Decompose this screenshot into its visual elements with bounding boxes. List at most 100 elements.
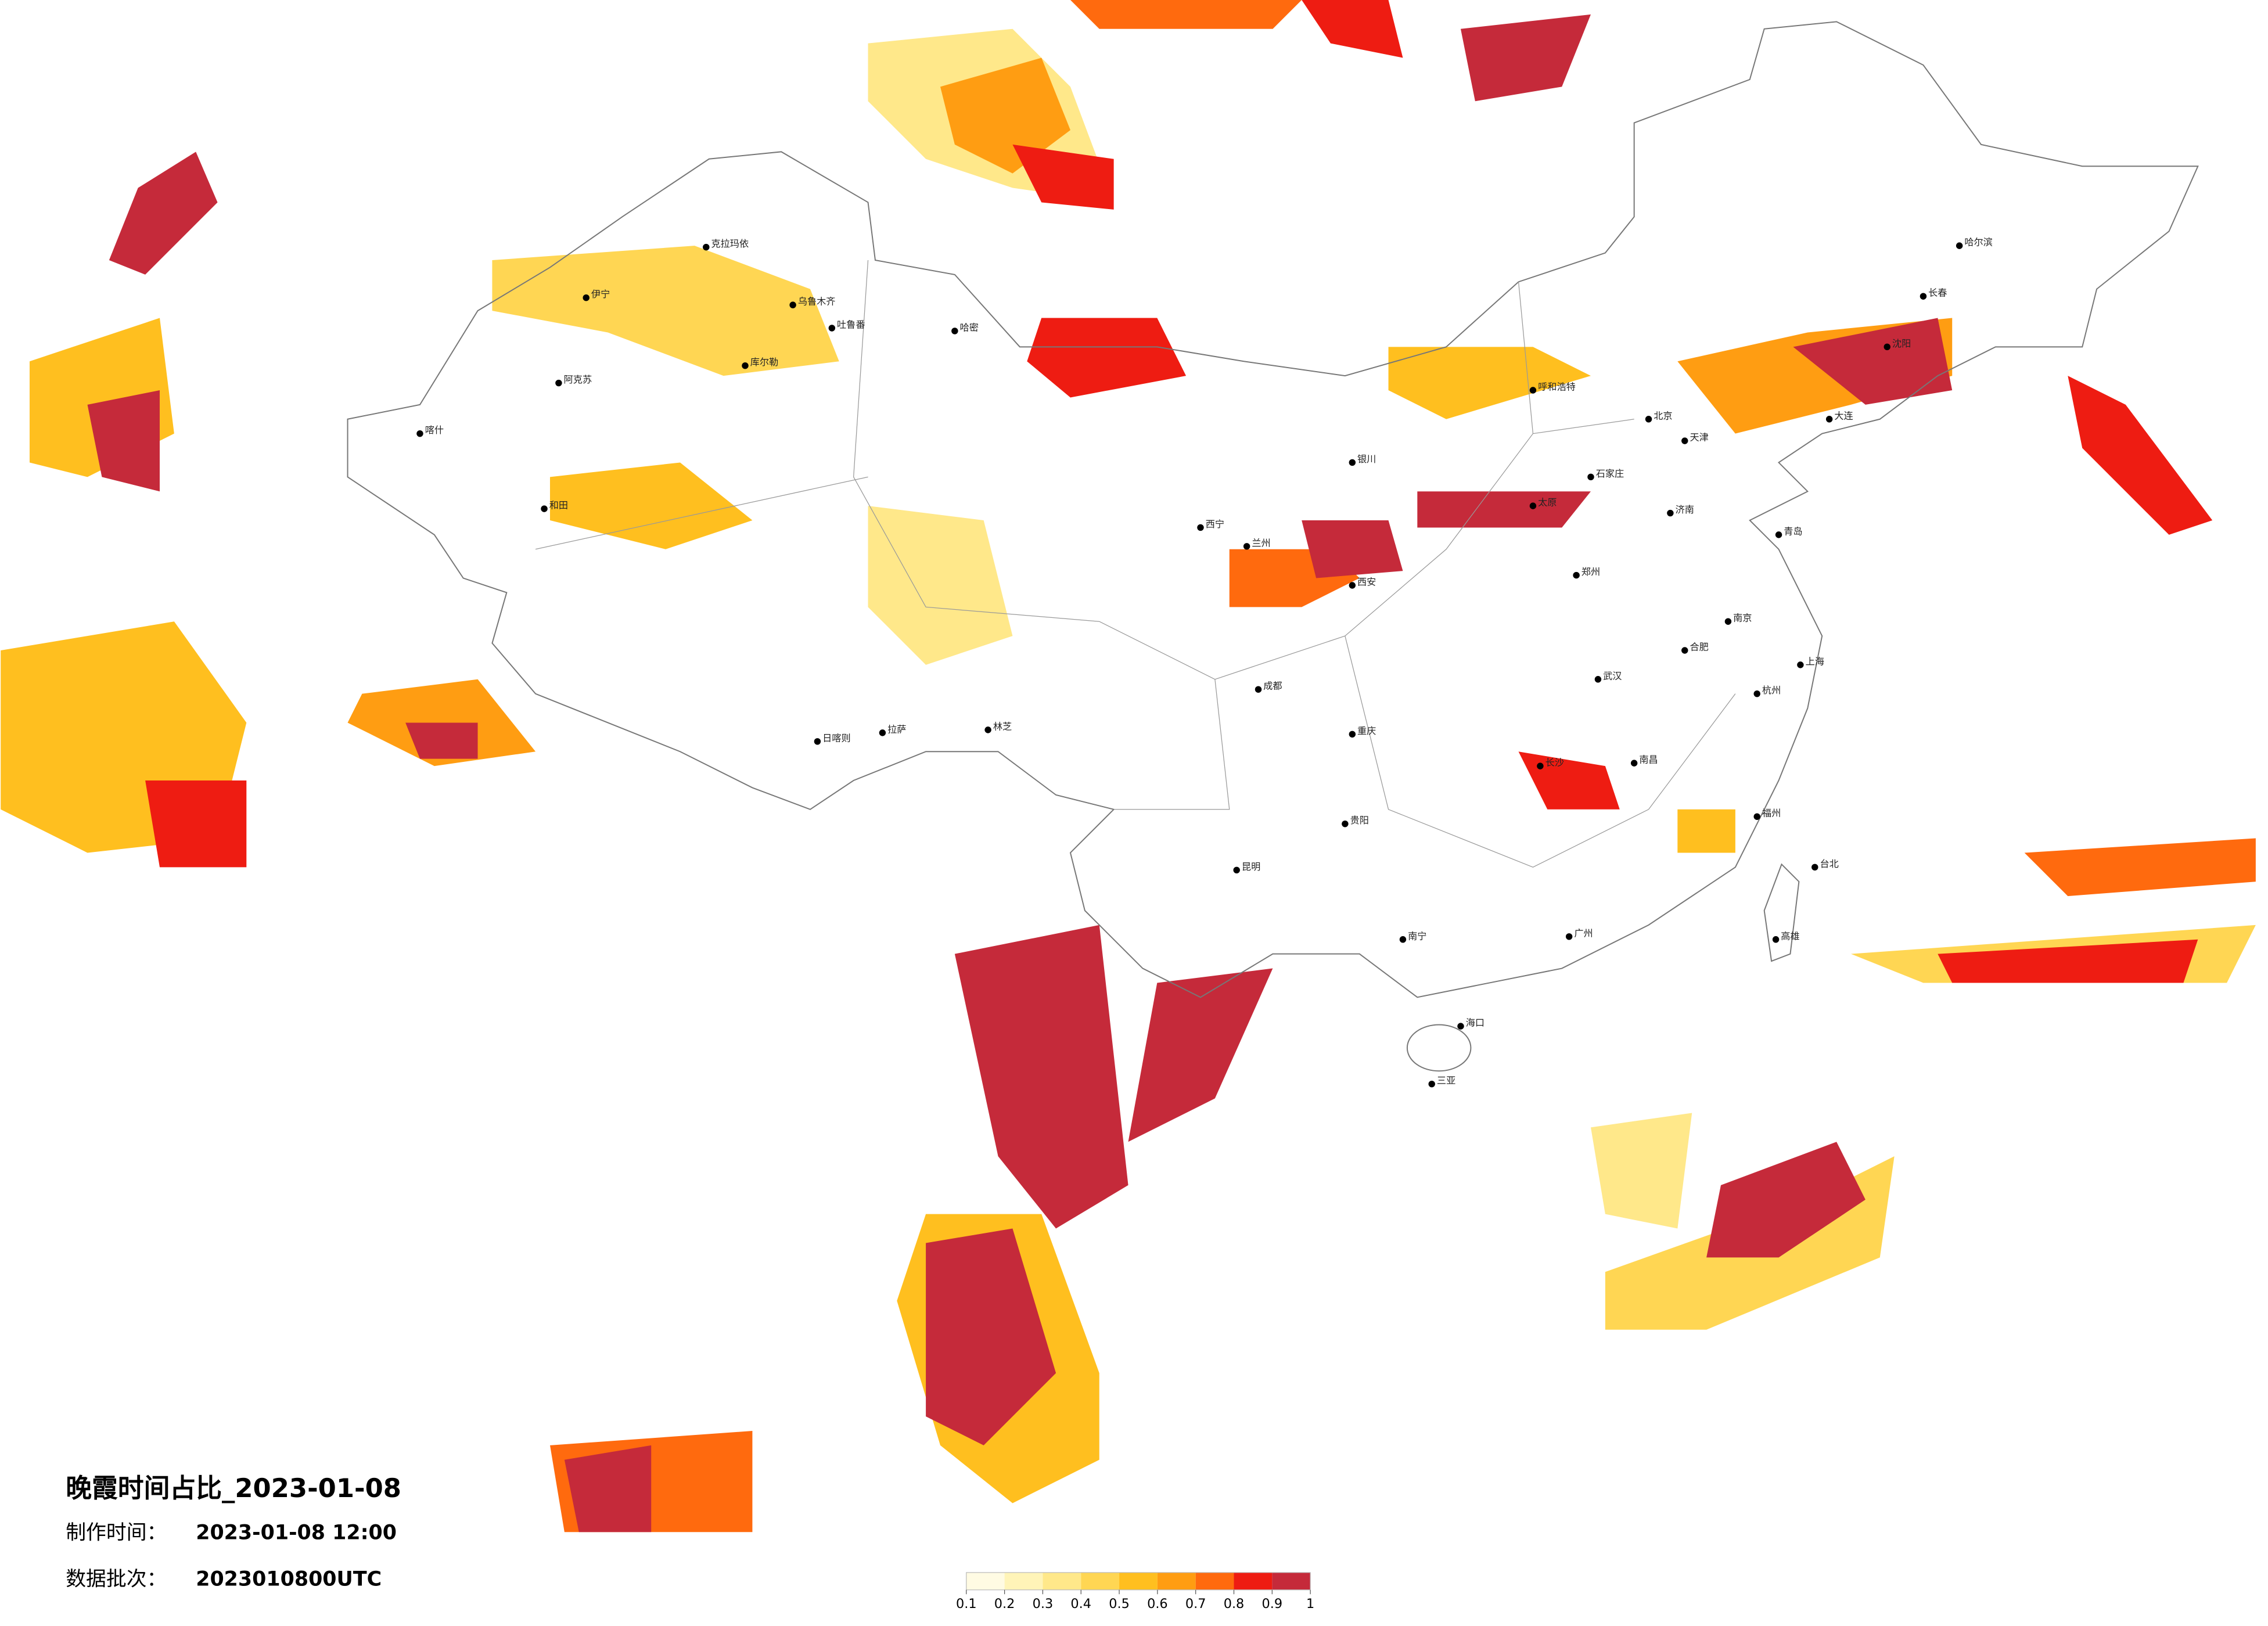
made-label: 制作时间：	[66, 1521, 167, 1545]
city-dot	[1645, 416, 1652, 423]
city-dot	[416, 430, 423, 437]
colorbar-tick-label: 0.6	[1147, 1596, 1168, 1611]
city-dot	[742, 362, 749, 369]
city-label: 库尔勒	[750, 357, 778, 368]
colorbar-swatch	[1004, 1572, 1043, 1590]
city-dot	[1243, 543, 1250, 550]
city-dot	[1197, 524, 1204, 531]
heat-area	[926, 1228, 1056, 1445]
city-dot	[1753, 813, 1760, 820]
city-label: 杭州	[1762, 685, 1781, 696]
city-dot	[1772, 936, 1780, 943]
colorbar-swatch	[1043, 1572, 1081, 1590]
city-label: 石家庄	[1596, 468, 1624, 479]
city-label: 兰州	[1252, 537, 1270, 548]
city-label: 林芝	[993, 721, 1012, 732]
city-label: 长春	[1928, 287, 1947, 298]
heat-area	[940, 57, 1070, 174]
city-label: 南宁	[1408, 930, 1426, 941]
city-dot	[1775, 531, 1782, 538]
city-label: 青岛	[1784, 526, 1802, 537]
city-label: 哈密	[960, 322, 979, 333]
city-label: 海口	[1466, 1017, 1485, 1028]
city-dot	[1825, 416, 1833, 423]
city-label: 大连	[1834, 410, 1853, 421]
city-dot	[1342, 820, 1349, 828]
colorbar-tick-label: 0.4	[1070, 1596, 1091, 1611]
city-label: 昆明	[1242, 861, 1260, 872]
city-dot	[789, 301, 796, 308]
colorbar-tick-label: 0.8	[1224, 1596, 1245, 1611]
taiwan-outline	[1763, 863, 1800, 962]
title: 晚霞时间占比_2023-01-08	[66, 1473, 401, 1503]
city-dot	[1529, 387, 1537, 394]
heat-area	[1027, 318, 1187, 398]
city-dot	[703, 243, 710, 251]
city-label: 合肥	[1690, 642, 1708, 653]
colorbar: 0.1 0.2 0.3 0.4 0.5 0.6 0.7 0.8 0.9 1	[956, 1572, 1314, 1611]
city-dot	[828, 325, 836, 332]
city-label: 北京	[1654, 410, 1672, 421]
city-label: 广州	[1574, 927, 1593, 938]
city-dot	[1811, 864, 1818, 871]
city-label: 阿克苏	[564, 374, 592, 385]
heat-area	[954, 924, 1128, 1229]
heat-area	[2024, 838, 2256, 897]
heat-area	[1677, 809, 1735, 853]
city-dot	[1681, 437, 1688, 444]
city-dot	[1573, 571, 1580, 579]
city-label: 贵阳	[1350, 815, 1369, 826]
colorbar-tick-label: 1	[1306, 1596, 1314, 1611]
colorbar-tick-label: 0.9	[1262, 1596, 1283, 1611]
city-label: 乌鲁木齐	[798, 296, 836, 307]
city-label: 日喀则	[822, 732, 850, 743]
city-dot	[1537, 762, 1544, 769]
city-label: 三亚	[1437, 1075, 1455, 1086]
city-label: 沈阳	[1892, 338, 1911, 349]
city-dot	[583, 294, 590, 301]
city-dot	[1724, 618, 1732, 625]
heat-area	[1388, 347, 1591, 419]
heat-area	[1012, 144, 1114, 210]
heat-area	[549, 462, 753, 549]
city-label: 克拉玛依	[711, 238, 749, 249]
colorbar-tick-label: 0.3	[1033, 1596, 1054, 1611]
country-outline	[347, 21, 2199, 998]
city-dot	[1349, 731, 1356, 738]
city-dot	[1428, 1080, 1435, 1088]
heat-area	[1938, 939, 2198, 983]
city-label: 哈尔滨	[1964, 237, 1992, 248]
colorbar-tick-label: 0.2	[994, 1596, 1015, 1611]
city-dot	[1349, 582, 1356, 589]
heat-area	[1070, 0, 1302, 29]
city-label: 台北	[1820, 858, 1838, 869]
city-label: 福州	[1762, 808, 1781, 819]
heat-area	[1706, 1142, 1866, 1258]
heat-area	[2068, 376, 2213, 535]
city-dot	[541, 505, 548, 512]
city-dot	[1681, 647, 1688, 654]
made-value: 2023-01-08 12:00	[196, 1521, 397, 1545]
heatmap	[1, 0, 2256, 1533]
city-label: 银川	[1357, 454, 1376, 465]
heat-area	[1793, 318, 1953, 405]
colorbar-tick-label: 0.1	[956, 1596, 977, 1611]
batch-label: 数据批次：	[66, 1567, 167, 1591]
city-dot	[1594, 676, 1602, 683]
city-label: 拉萨	[887, 724, 906, 735]
heat-area	[564, 1445, 652, 1533]
city-dot	[1630, 760, 1638, 767]
city-dot	[1233, 866, 1240, 874]
city-dot	[1884, 343, 1890, 351]
colorbar-frame	[966, 1572, 1311, 1591]
colorbar-tick-label: 0.5	[1109, 1596, 1130, 1611]
city-label: 成都	[1263, 681, 1282, 692]
city-dot	[1255, 686, 1262, 693]
heat-area	[1460, 14, 1591, 102]
colorbar-swatch	[1081, 1572, 1120, 1590]
city-dot	[1753, 690, 1760, 697]
city-label: 济南	[1676, 504, 1694, 515]
